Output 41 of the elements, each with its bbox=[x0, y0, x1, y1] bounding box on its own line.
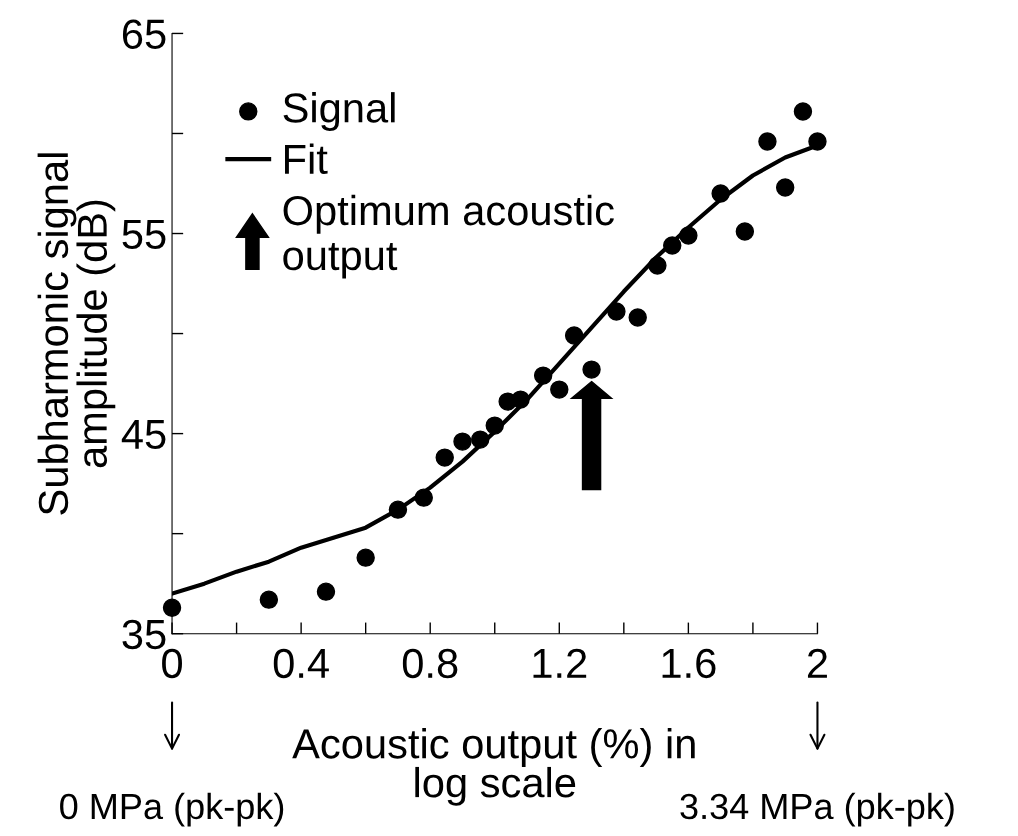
point bbox=[259, 590, 279, 609]
point bbox=[679, 226, 698, 245]
x-tick-label: 0 bbox=[162, 648, 182, 679]
point bbox=[775, 178, 795, 197]
point bbox=[735, 222, 755, 241]
point bbox=[511, 390, 530, 409]
y-tick-label: 35 bbox=[122, 619, 166, 650]
y-axis-title: Subharmonic signal amplitude (dB) bbox=[37, 153, 116, 515]
point bbox=[564, 326, 584, 345]
point bbox=[793, 102, 813, 121]
point bbox=[435, 448, 454, 467]
point bbox=[648, 256, 667, 275]
annotation: Optimum acoustic output bbox=[283, 194, 614, 279]
y-tick-label: 55 bbox=[122, 219, 166, 250]
point bbox=[808, 132, 827, 151]
point bbox=[550, 380, 569, 399]
point bbox=[414, 488, 433, 507]
point bbox=[663, 236, 682, 255]
x-tick-label: 2 bbox=[807, 648, 827, 678]
point bbox=[607, 302, 626, 321]
x-tick-label: 1.6 bbox=[662, 648, 716, 679]
point bbox=[453, 432, 472, 451]
point bbox=[162, 598, 182, 617]
x-tick-label: 0.8 bbox=[402, 648, 458, 679]
text: 0 MPa (pk-pk) bbox=[60, 792, 284, 827]
legend-label: Signal bbox=[283, 92, 395, 131]
point bbox=[388, 500, 408, 519]
point bbox=[485, 416, 504, 435]
x-tick-label: 0.4 bbox=[273, 648, 329, 679]
point bbox=[582, 360, 601, 379]
point bbox=[628, 308, 647, 327]
point bbox=[356, 548, 375, 567]
point bbox=[758, 132, 777, 151]
y-tick-label: 65 bbox=[122, 19, 166, 49]
y-tick-label: 45 bbox=[121, 420, 166, 450]
point bbox=[316, 582, 336, 601]
point bbox=[711, 184, 730, 203]
x-tick-label: 1.2 bbox=[533, 648, 587, 678]
point bbox=[471, 430, 490, 449]
point bbox=[533, 366, 553, 385]
legend-label: Fit bbox=[285, 143, 328, 174]
